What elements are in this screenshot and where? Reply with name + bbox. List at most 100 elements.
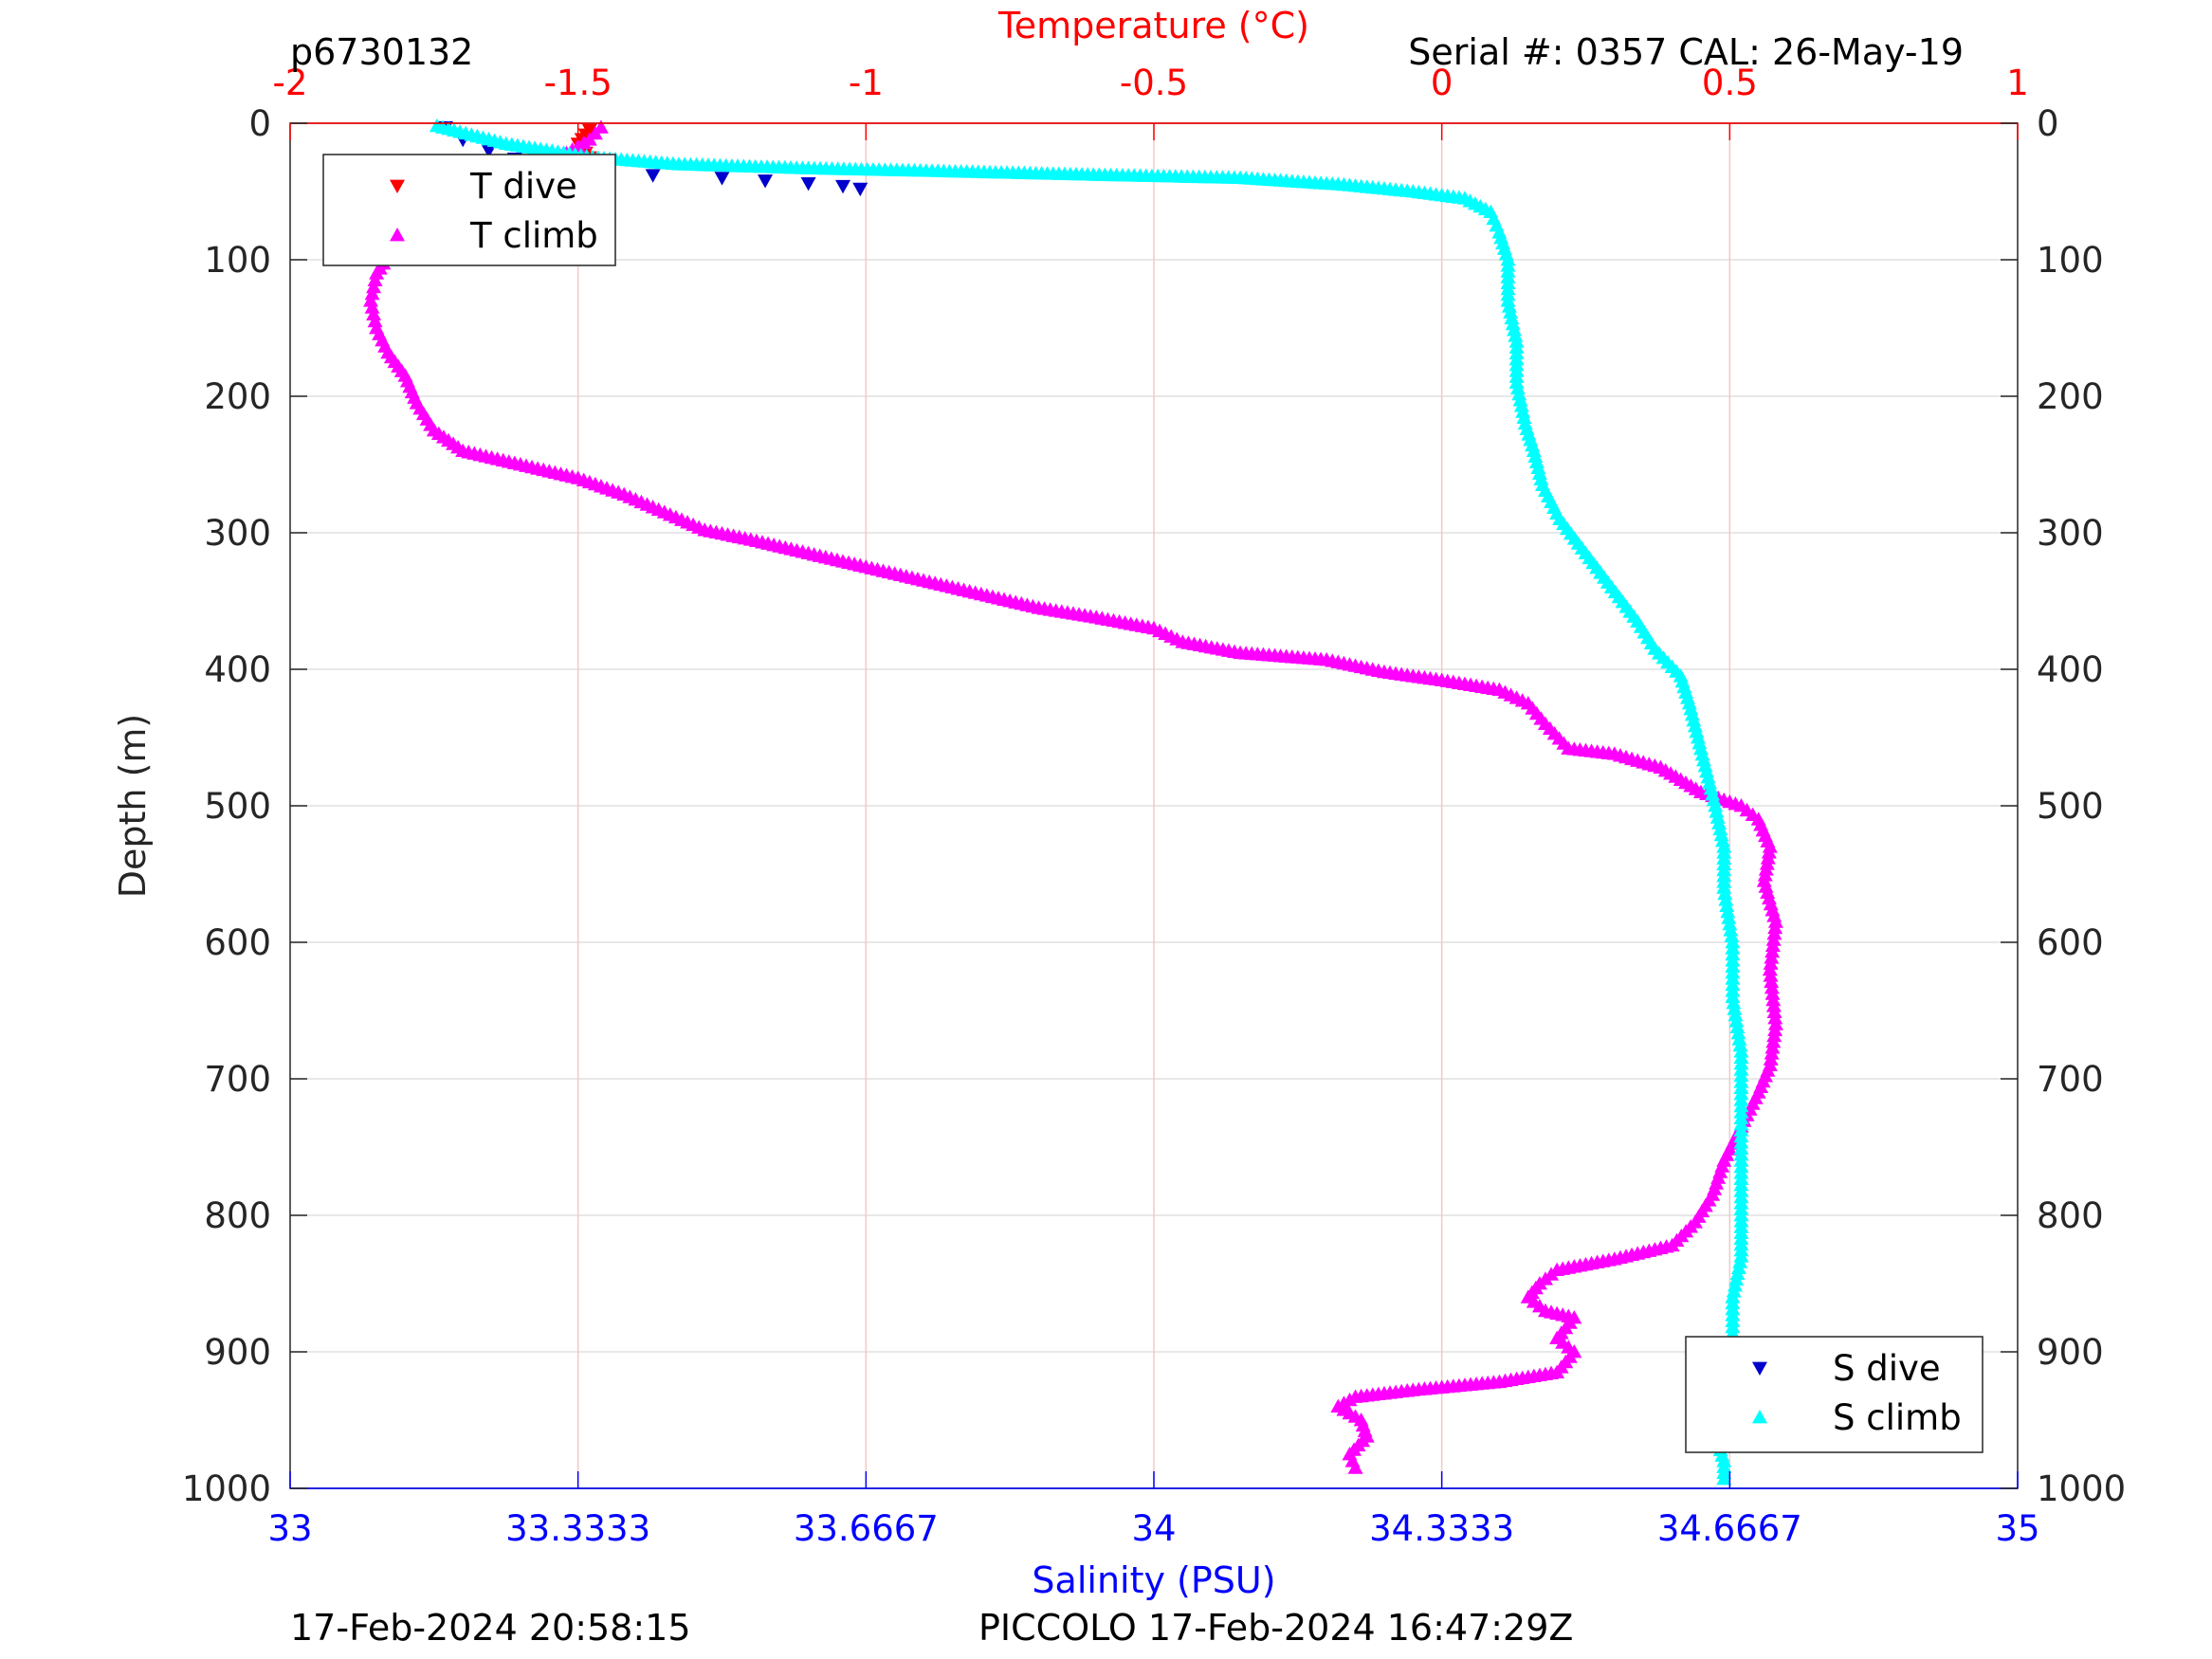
data-point-marker (1767, 1016, 1783, 1030)
data-point-marker (1763, 968, 1779, 982)
temperature-tick-label: -2 (273, 63, 308, 103)
data-point-marker (1767, 920, 1783, 935)
data-point-marker (1708, 798, 1724, 812)
temperature-tick-label: 0 (1431, 63, 1453, 103)
depth-tick-label-right: 800 (2037, 1195, 2104, 1236)
depth-tick-label-right: 700 (2037, 1059, 2104, 1100)
data-point-marker (1516, 410, 1532, 425)
depth-tick-label-right: 100 (2037, 240, 2104, 281)
depth-tick-label-right: 0 (2037, 103, 2059, 144)
depth-tick-label-left: 500 (204, 786, 271, 827)
temperature-tick-label: 0.5 (1702, 63, 1758, 103)
depth-axis-title: Depth (m) (112, 714, 154, 899)
data-point-marker (1720, 904, 1736, 919)
axis-ticks: 0 0 100 100 200 200 300 300 400 400 500 500 600 600 70… (182, 63, 2126, 1549)
data-point-marker (1728, 1271, 1745, 1286)
data-point-marker (1709, 804, 1725, 818)
data-point-marker (1763, 1051, 1779, 1066)
data-point-marker (800, 176, 816, 191)
data-point-marker (1713, 827, 1729, 842)
data-point-marker (1765, 1033, 1782, 1048)
data-point-marker (1512, 392, 1528, 407)
salinity-tick-label: 34.3333 (1369, 1508, 1514, 1549)
legend-top-left: T dive T climb (322, 154, 616, 266)
data-point-marker (1722, 916, 1738, 931)
data-point-marker (367, 313, 383, 328)
data-point-marker (1767, 1011, 1783, 1025)
depth-tick-label-left: 600 (204, 922, 271, 963)
depth-tick-label-left: 100 (204, 240, 271, 281)
data-point-marker (1511, 386, 1527, 401)
data-point-marker (1501, 299, 1517, 313)
data-point-marker (1716, 1470, 1732, 1486)
legend-box (322, 154, 616, 266)
salinity-tick-label: 34 (1131, 1508, 1176, 1549)
temperature-tick-label: 1 (2006, 63, 2029, 103)
legend-marker (1752, 1410, 1767, 1424)
data-point-marker (1765, 998, 1782, 1012)
salinity-tick-label: 34.6667 (1657, 1508, 1802, 1549)
data-point-marker (1764, 943, 1781, 958)
depth-tick-label-left: 900 (204, 1332, 271, 1373)
data-point-marker (366, 279, 382, 294)
data-point-marker (1503, 304, 1519, 319)
data-point-marker (1509, 380, 1526, 395)
data-point-marker (1712, 821, 1728, 836)
data-point-marker (1729, 1019, 1746, 1033)
depth-tick-label-right: 500 (2037, 786, 2104, 827)
temperature-axis-title: Temperature (°C) (997, 5, 1309, 46)
data-point-marker (1508, 374, 1525, 389)
temperature-tick-label: -1 (849, 63, 884, 103)
data-point-marker (1764, 1040, 1781, 1054)
data-point-marker (1761, 845, 1777, 859)
data-point-marker (1719, 898, 1735, 912)
data-point-marker (1757, 867, 1773, 882)
salinity-tick-label: 35 (1995, 1508, 2039, 1549)
depth-tick-label-right: 200 (2037, 376, 2104, 417)
data-point-marker (364, 300, 380, 314)
data-point-marker (758, 174, 774, 189)
depth-tick-label-right: 900 (2037, 1332, 2104, 1373)
data-point-marker (1767, 1022, 1783, 1036)
data-point-marker (1504, 310, 1520, 325)
legend-marker (390, 179, 405, 193)
data-point-marker (1716, 880, 1732, 894)
data-point-marker (1507, 322, 1523, 337)
data-point-marker (369, 265, 385, 280)
legend-label: T climb (469, 215, 598, 256)
data-point-marker (1721, 910, 1737, 924)
data-point-marker (1513, 398, 1529, 412)
data-point-marker (1727, 1001, 1743, 1015)
series-t-climb (363, 119, 1783, 1474)
data-point-marker (1759, 856, 1775, 870)
data-point-marker (1709, 810, 1726, 824)
depth-tick-label-left: 200 (204, 376, 271, 417)
data-point-marker (714, 172, 730, 186)
data-point-marker (1725, 989, 1741, 1003)
data-point-marker (1728, 1007, 1744, 1022)
legend-label: S dive (1833, 1348, 1941, 1389)
data-point-marker (1766, 926, 1782, 940)
data-point-marker (1729, 1266, 1746, 1281)
data-point-marker (1728, 1013, 1745, 1028)
depth-tick-label-left: 400 (204, 649, 271, 690)
data-point-marker (1760, 850, 1776, 865)
data-point-marker (835, 179, 851, 194)
data-point-marker (1766, 1004, 1782, 1018)
legend-marker (1752, 1361, 1767, 1376)
data-point-marker (1730, 1026, 1746, 1040)
data-series (363, 118, 1783, 1486)
salinity-tick-label: 33.3333 (505, 1508, 650, 1549)
data-point-marker (1764, 986, 1781, 1000)
depth-tick-label-right: 600 (2037, 922, 2104, 963)
salinity-axis-title: Salinity (PSU) (1032, 1559, 1275, 1601)
data-point-marker (1766, 1028, 1782, 1043)
data-point-marker (1347, 1460, 1363, 1474)
data-point-marker (363, 293, 379, 307)
depth-tick-label-left: 700 (204, 1059, 271, 1100)
data-point-marker (1764, 938, 1781, 952)
depth-tick-label-left: 1000 (182, 1468, 271, 1509)
legend-label: T dive (469, 166, 577, 207)
data-point-marker (481, 144, 497, 158)
